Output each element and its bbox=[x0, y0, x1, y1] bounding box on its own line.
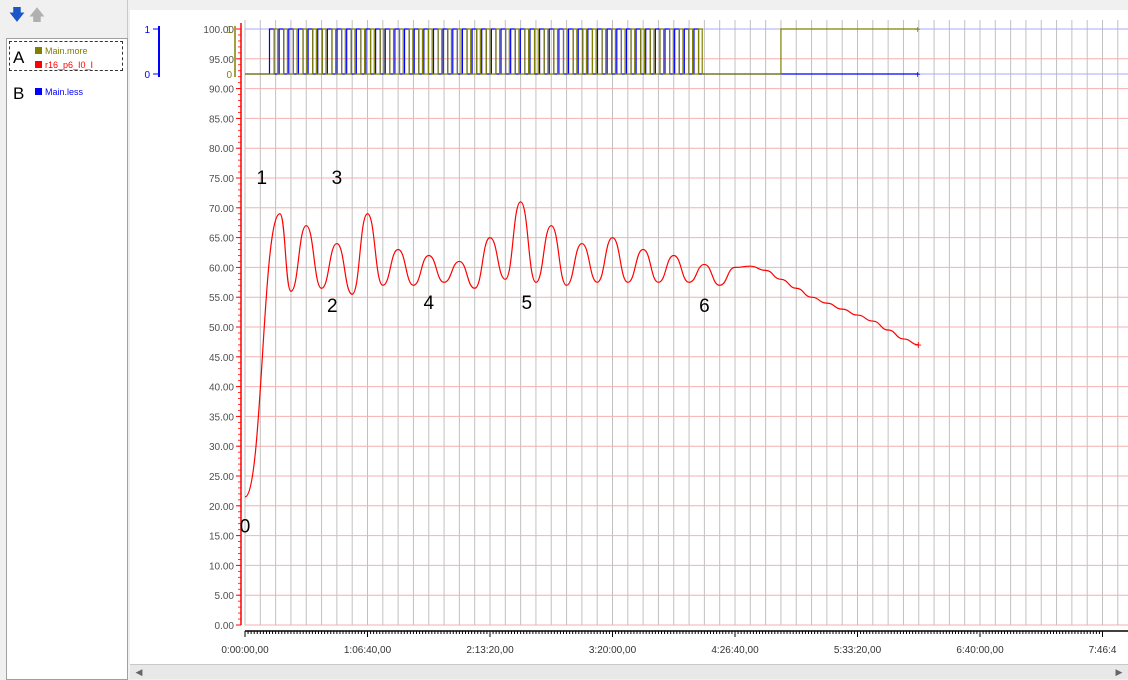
y-tick-label: 50.00 bbox=[209, 323, 234, 334]
y-tick-label: 0.00 bbox=[215, 621, 235, 632]
color-swatch-icon bbox=[35, 88, 42, 95]
annotation-label: 4 bbox=[423, 293, 434, 314]
y-tick-label: 85.00 bbox=[209, 114, 234, 125]
y-tick-label: 15.00 bbox=[209, 532, 234, 543]
arrow-down-icon[interactable]: 🡇 bbox=[8, 7, 26, 24]
y-tick-label: 55.00 bbox=[209, 293, 234, 304]
y-tick-label: 20.00 bbox=[209, 502, 234, 513]
y-tick-label: 95.00 bbox=[209, 55, 234, 66]
y-tick-label: 40.00 bbox=[209, 383, 234, 394]
y-tick-label: 90.00 bbox=[209, 85, 234, 96]
horizontal-scrollbar[interactable]: ◀ ▶ bbox=[130, 664, 1128, 679]
legend-list: Main.more r16_p6_I0_I Main.less bbox=[6, 38, 128, 680]
series-r16-p6-i0-i-line bbox=[244, 201, 919, 498]
series-end-marker: + bbox=[915, 338, 922, 352]
scroll-right-icon[interactable]: ▶ bbox=[1115, 667, 1123, 677]
color-swatch-icon bbox=[35, 61, 42, 68]
x-tick-label: 6:40:00,00 bbox=[956, 645, 1004, 656]
y-tick-label: 80.00 bbox=[209, 144, 234, 155]
series-main-more-line bbox=[245, 28, 919, 75]
legend-item-main-less[interactable]: Main.less bbox=[35, 86, 83, 98]
digital-tick-label: 1 bbox=[226, 25, 232, 36]
legend-item-main-more[interactable]: Main.more bbox=[35, 45, 88, 57]
y-tick-label: 5.00 bbox=[215, 591, 235, 602]
arrow-up-icon[interactable]: 🡅 bbox=[28, 7, 46, 24]
x-tick-label: 7:46:4 bbox=[1089, 645, 1117, 656]
x-tick-label: 4:26:40,00 bbox=[711, 645, 759, 656]
x-tick-label: 3:20:00,00 bbox=[589, 645, 637, 656]
annotation-label: 1 bbox=[257, 168, 268, 189]
y-tick-label: 75.00 bbox=[209, 174, 234, 185]
y-tick-label: 65.00 bbox=[209, 234, 234, 245]
series-end-marker: + bbox=[915, 70, 921, 81]
x-tick-label: 1:06:40,00 bbox=[344, 645, 392, 656]
plot-area: 0.00 5.00 10.00 15.00 20.00 25.00 30.00 35.00 40… bbox=[130, 10, 1128, 670]
y-tick-label: 60.00 bbox=[209, 263, 234, 274]
x-tick-label: 0:00:00,00 bbox=[221, 645, 269, 656]
y-tick-label: 35.00 bbox=[209, 412, 234, 423]
legend-item-r16-p6-i0-i[interactable]: r16_p6_I0_I bbox=[35, 59, 93, 71]
scroll-left-icon[interactable]: ◀ bbox=[135, 667, 143, 677]
y-tick-label: 25.00 bbox=[209, 472, 234, 483]
digital-tick-label: 1 bbox=[144, 25, 150, 36]
annotation-label: 0 bbox=[240, 517, 251, 538]
y-tick-label: 10.00 bbox=[209, 561, 234, 572]
tag-a: A bbox=[13, 48, 25, 67]
y-tick-label: 70.00 bbox=[209, 204, 234, 215]
annotation-label: 6 bbox=[699, 296, 710, 317]
y-tick-label: 45.00 bbox=[209, 353, 234, 364]
y-tick-label: 30.00 bbox=[209, 442, 234, 453]
annotation-label: 3 bbox=[332, 168, 343, 189]
series-main-less-line bbox=[245, 28, 919, 75]
tag-b: B bbox=[13, 84, 25, 103]
series-end-marker: + bbox=[915, 25, 921, 36]
legend-selection-box bbox=[9, 41, 123, 71]
legend-panel: 🡇 🡅 Main.more r16_p6_I0_I Main.less A B bbox=[0, 0, 128, 680]
digital-tick-label: 0 bbox=[144, 70, 150, 81]
chart: 0.005.0010.0015.0020.0025.0030.0035.0040… bbox=[144, 20, 1128, 656]
x-tick-label: 2:13:20,00 bbox=[466, 645, 514, 656]
annotation-label: 2 bbox=[327, 296, 338, 317]
color-swatch-icon bbox=[35, 47, 42, 54]
y-tick-label: 100.00 bbox=[203, 25, 234, 36]
x-tick-label: 5:33:20,00 bbox=[834, 645, 882, 656]
digital-tick-label: 0 bbox=[226, 70, 232, 81]
annotation-label: 5 bbox=[521, 293, 532, 314]
